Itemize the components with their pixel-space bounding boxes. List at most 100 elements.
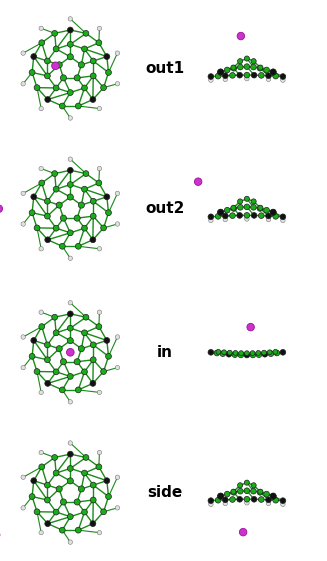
Circle shape [67, 514, 73, 519]
Circle shape [266, 497, 271, 503]
Circle shape [52, 454, 58, 461]
Circle shape [115, 51, 120, 56]
Circle shape [222, 213, 228, 219]
Circle shape [209, 502, 213, 507]
Circle shape [223, 217, 228, 222]
Circle shape [244, 72, 250, 78]
Circle shape [273, 350, 278, 355]
Circle shape [250, 64, 256, 70]
Circle shape [273, 73, 279, 79]
Circle shape [67, 311, 73, 317]
Circle shape [237, 204, 243, 210]
Circle shape [52, 314, 58, 320]
Circle shape [68, 157, 73, 162]
Circle shape [96, 324, 102, 329]
Circle shape [244, 213, 250, 218]
Circle shape [244, 488, 250, 494]
Circle shape [106, 494, 112, 499]
Circle shape [90, 96, 96, 103]
Circle shape [81, 226, 87, 231]
Circle shape [60, 215, 66, 221]
Circle shape [258, 213, 264, 218]
Circle shape [231, 489, 236, 494]
Circle shape [226, 351, 232, 357]
Circle shape [215, 214, 221, 219]
Circle shape [53, 186, 59, 192]
Circle shape [245, 217, 249, 221]
Circle shape [266, 73, 271, 79]
Circle shape [244, 352, 250, 358]
Circle shape [60, 75, 66, 81]
Circle shape [52, 171, 58, 177]
Circle shape [268, 351, 274, 356]
Circle shape [44, 199, 50, 204]
Circle shape [21, 81, 26, 86]
Circle shape [53, 226, 59, 231]
Circle shape [270, 493, 276, 499]
Circle shape [273, 498, 279, 503]
Circle shape [222, 497, 228, 503]
Circle shape [208, 498, 214, 504]
Circle shape [257, 206, 263, 211]
Circle shape [232, 352, 238, 357]
Circle shape [90, 342, 96, 348]
Circle shape [39, 167, 43, 171]
Circle shape [264, 67, 269, 73]
Circle shape [97, 450, 102, 455]
Circle shape [67, 167, 73, 173]
Circle shape [67, 325, 73, 331]
Circle shape [60, 358, 66, 365]
Circle shape [267, 350, 272, 355]
Circle shape [56, 486, 62, 492]
Circle shape [67, 194, 73, 200]
Circle shape [266, 217, 271, 222]
Circle shape [90, 73, 96, 79]
Circle shape [97, 106, 102, 111]
Circle shape [74, 75, 80, 81]
Circle shape [39, 246, 43, 251]
Circle shape [215, 498, 221, 503]
Circle shape [45, 237, 51, 243]
Circle shape [257, 66, 263, 71]
Circle shape [83, 30, 89, 36]
Circle shape [76, 243, 81, 249]
Circle shape [78, 202, 84, 208]
Circle shape [280, 73, 286, 80]
Circle shape [280, 498, 286, 504]
Circle shape [247, 323, 254, 331]
Circle shape [67, 27, 73, 33]
Circle shape [238, 58, 243, 64]
Circle shape [218, 493, 223, 499]
Circle shape [101, 509, 107, 514]
Circle shape [244, 480, 250, 485]
Circle shape [53, 369, 59, 375]
Circle shape [66, 348, 74, 356]
Circle shape [273, 214, 279, 219]
Circle shape [67, 478, 73, 484]
Circle shape [53, 330, 59, 335]
Circle shape [244, 496, 250, 502]
Circle shape [83, 314, 89, 320]
Circle shape [39, 310, 43, 315]
Circle shape [115, 475, 120, 480]
Circle shape [21, 191, 26, 196]
Circle shape [280, 350, 286, 355]
Circle shape [53, 46, 59, 52]
Circle shape [44, 58, 50, 64]
Circle shape [217, 209, 224, 215]
Circle shape [39, 450, 43, 455]
Circle shape [239, 528, 247, 536]
Circle shape [115, 505, 120, 510]
Circle shape [217, 69, 224, 75]
Circle shape [270, 209, 276, 215]
Circle shape [97, 26, 102, 31]
Circle shape [238, 199, 243, 204]
Circle shape [115, 191, 120, 196]
Circle shape [251, 199, 256, 204]
Circle shape [237, 64, 243, 70]
Circle shape [237, 72, 243, 78]
Circle shape [60, 243, 65, 249]
Circle shape [266, 77, 271, 81]
Circle shape [31, 478, 37, 484]
Circle shape [90, 497, 96, 503]
